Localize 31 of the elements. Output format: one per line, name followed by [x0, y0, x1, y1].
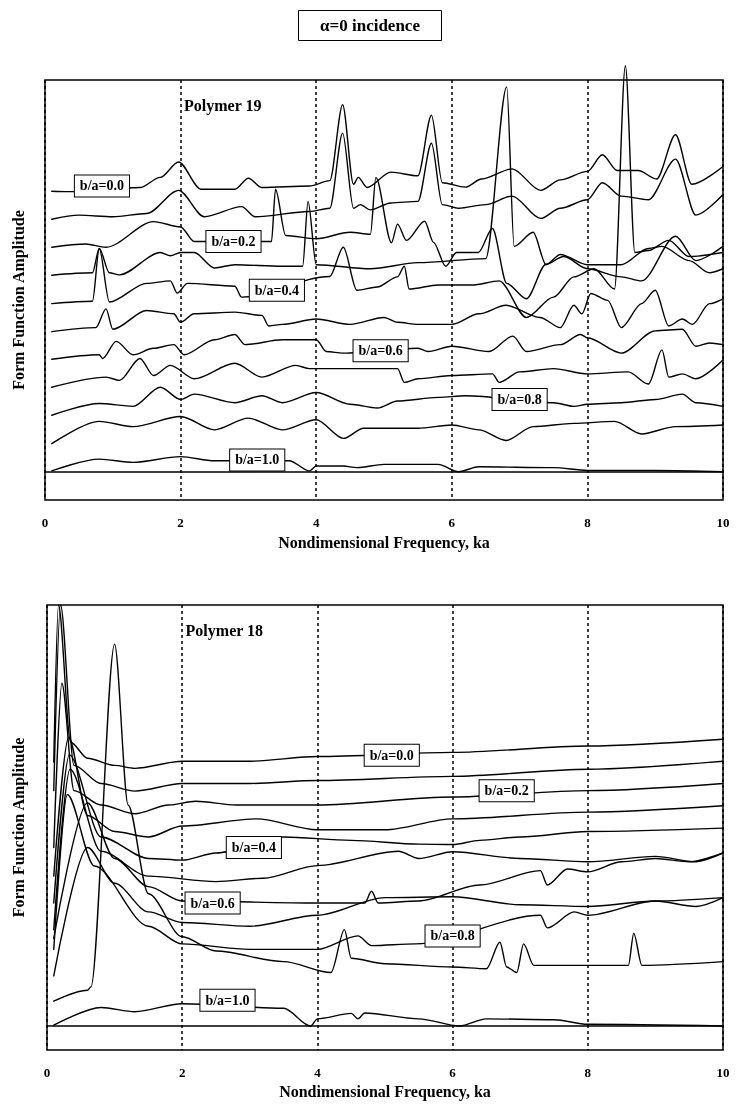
x-tick-label: 10: [716, 1065, 730, 1080]
annotation: Polymer 18: [185, 621, 264, 640]
annotation: b/a=0.4: [254, 282, 299, 298]
y-axis-title: Form Function Amplitude: [9, 737, 28, 918]
x-axis-title: Nondimensional Frequency, ka: [278, 533, 490, 552]
x-tick-label: 0: [41, 515, 49, 531]
x-tick-label: 6: [448, 515, 456, 531]
annotation: b/a=1.0: [235, 452, 280, 468]
x-tick-label: 4: [314, 1065, 322, 1080]
x-tick-label: 8: [584, 515, 592, 531]
x-tick-label: 4: [312, 515, 320, 531]
annotation: b/a=0.2: [211, 234, 256, 250]
x-axis-title: Nondimensional Frequency, ka: [279, 1083, 491, 1102]
annotation: Polymer 19: [183, 96, 262, 115]
annotation: b/a=0.0: [369, 747, 414, 763]
x-tick-label: 6: [449, 1065, 457, 1080]
x-tick-label: 2: [178, 1065, 186, 1080]
annotation: b/a=0.6: [190, 895, 235, 911]
x-tick-label: 10: [716, 515, 730, 531]
annotation: b/a=0.8: [430, 928, 475, 944]
y-axis-title: Form Function Amplitude: [9, 210, 28, 390]
annotation: b/a=0.8: [497, 391, 542, 407]
x-tick-label: 2: [177, 515, 184, 531]
annotation: b/a=1.0: [205, 992, 250, 1008]
x-tick-label: 8: [584, 1065, 592, 1080]
x-tick-label: 0: [43, 1065, 51, 1080]
annotation: b/a=0.4: [231, 840, 276, 855]
annotation: b/a=0.6: [358, 343, 403, 359]
annotation: b/a=0.2: [484, 783, 529, 799]
chart-title: α=0 incidence: [320, 16, 421, 35]
annotation: b/a=0.0: [79, 178, 125, 194]
